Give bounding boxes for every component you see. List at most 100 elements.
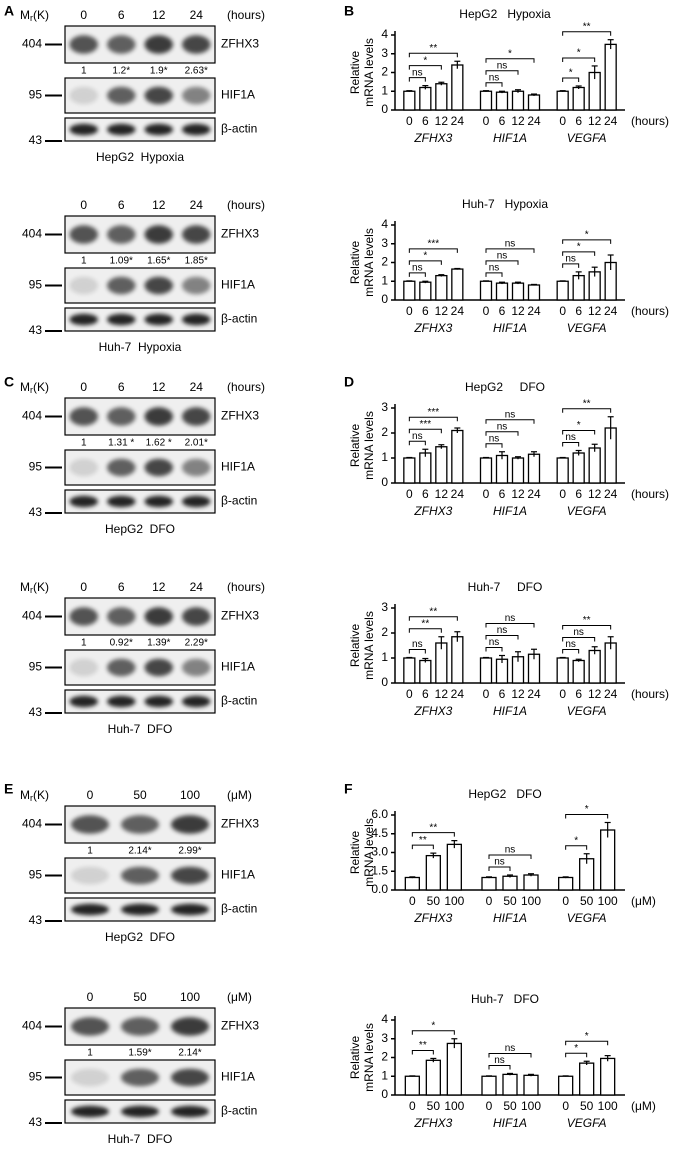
x-tick-label: 12 [588, 687, 602, 701]
sig-bracket [562, 637, 596, 642]
bar [495, 91, 509, 111]
bar [446, 1042, 462, 1096]
bar [556, 457, 569, 484]
mw-marker: 95 [29, 868, 43, 882]
x-tick-label: 100 [444, 894, 464, 908]
mw-marker: 404 [22, 817, 42, 831]
lane-label: 12 [152, 580, 166, 594]
sig-bracket [488, 866, 511, 871]
mr-label: Mr(K) [20, 8, 49, 23]
blot-caption: HepG2 Hypoxia [96, 150, 184, 164]
bar [403, 90, 416, 111]
y-axis-label: mRNA levels [362, 818, 376, 887]
quant-label: 1.85* [185, 256, 208, 267]
bar [481, 876, 497, 891]
lane-label: 6 [118, 580, 125, 594]
sig-label: ns [505, 613, 516, 624]
x-tick-label: 100 [444, 1099, 464, 1113]
quant-label: 1 [81, 438, 87, 449]
lane-label: 0 [80, 8, 87, 22]
chart-title: HepG2 DFO [465, 380, 545, 394]
sig-bracket [488, 854, 532, 859]
bar [523, 1074, 539, 1096]
bar [481, 1075, 497, 1096]
blot-box [64, 117, 216, 142]
x-tick-label: 6 [499, 304, 506, 318]
mr-m: M [20, 8, 30, 22]
y-tick-label: 3.0 [371, 845, 388, 859]
sig-label: ns [565, 254, 576, 265]
y-axis-label: Relative [348, 51, 362, 95]
y-tick-label: 3 [381, 46, 388, 60]
group-label: HIF1A [493, 1116, 527, 1130]
blot-band [69, 458, 98, 477]
panel-letter: D [344, 374, 354, 390]
x-tick-label: 100 [598, 1099, 618, 1113]
sig-label: * [574, 835, 578, 846]
y-axis-label: Relative [348, 1036, 362, 1080]
x-tick-label: 6 [422, 687, 429, 701]
sig-label: ns [565, 639, 576, 650]
blot-band [182, 86, 211, 105]
y-tick-label: 2 [381, 1050, 388, 1064]
row-label: ZFHX3 [221, 1019, 259, 1033]
bar [588, 447, 601, 484]
blot-band [144, 495, 173, 508]
bar [451, 429, 464, 484]
sig-bracket [408, 649, 426, 654]
quant-label: 2.01* [185, 438, 208, 449]
blot-band [69, 123, 98, 136]
blot-band [107, 607, 136, 626]
lane-label: 50 [133, 990, 147, 1004]
sig-bracket [408, 616, 458, 621]
group-label: HIF1A [493, 321, 527, 335]
bar [435, 83, 448, 111]
sig-bracket [408, 428, 442, 434]
blot-band [69, 313, 98, 326]
lane-label: 6 [118, 8, 125, 22]
sig-bracket [408, 52, 458, 58]
x-unit: (hours) [631, 114, 669, 128]
chart-title: Huh-7 Hypoxia [462, 197, 548, 211]
blot-band [144, 35, 173, 54]
y-tick-label: 4 [381, 217, 388, 231]
bar [511, 457, 525, 484]
y-tick-label: 0 [381, 292, 388, 306]
mw-marker: 95 [29, 660, 43, 674]
x-tick-label: 6 [422, 304, 429, 318]
lane-label: 24 [190, 198, 204, 212]
bar [558, 876, 574, 891]
blot-band [144, 225, 173, 244]
sig-bracket [485, 431, 519, 436]
sig-bracket [408, 416, 458, 422]
group-label: HIF1A [493, 911, 527, 925]
sig-bracket [562, 430, 596, 435]
x-tick-label: 12 [588, 114, 602, 128]
bar [403, 657, 416, 684]
quant-label: 1 [81, 256, 87, 267]
panel-letter: F [344, 781, 353, 797]
sig-bracket [562, 625, 612, 630]
blot-band [144, 86, 173, 105]
bar [600, 1057, 616, 1096]
sig-bracket [485, 272, 503, 277]
sig-label: ns [497, 625, 508, 636]
x-tick-label: 24 [527, 304, 541, 318]
sig-label: ns [489, 263, 500, 274]
lane-unit: (μM) [227, 788, 252, 802]
blot-band [107, 225, 136, 244]
x-tick-label: 0 [559, 114, 566, 128]
x-tick-label: 0 [409, 1099, 416, 1113]
y-axis-label: Relative [348, 424, 362, 468]
x-tick-label: 100 [521, 894, 541, 908]
blot-band [182, 407, 211, 426]
mw-marker: 43 [29, 133, 43, 147]
sig-bracket [408, 77, 426, 82]
sig-label: ns [497, 60, 508, 71]
sig-label: *** [427, 239, 439, 250]
y-axis-label: Relative [348, 831, 362, 875]
row-label: HIF1A [221, 278, 255, 292]
bar [588, 649, 601, 684]
row-label: ZFHX3 [221, 37, 259, 51]
blot-caption: Huh-7 DFO [108, 1132, 173, 1146]
